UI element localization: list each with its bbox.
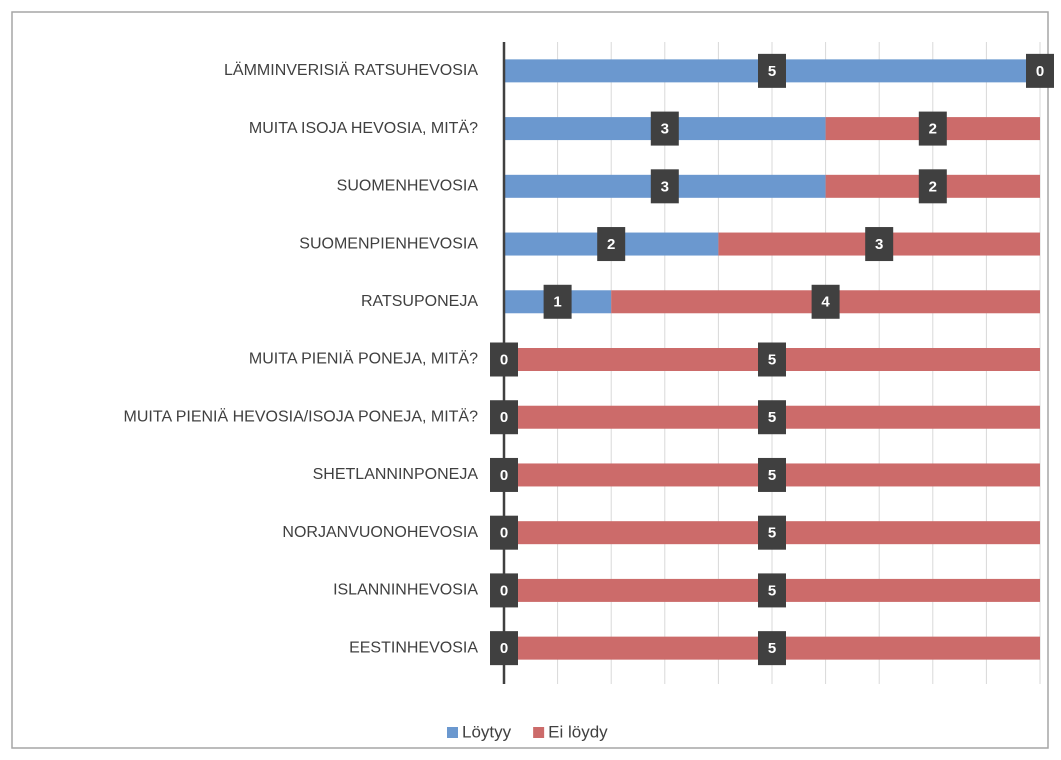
data-label-box <box>758 631 786 666</box>
data-label: 0 <box>500 409 508 426</box>
data-label: 3 <box>661 121 669 138</box>
data-label-box <box>490 573 518 608</box>
data-label-box <box>490 515 518 550</box>
data-label-box <box>650 169 679 204</box>
data-label-box <box>865 227 894 262</box>
legend-swatch <box>533 727 545 738</box>
data-label: 5 <box>768 63 776 80</box>
category-label: SHETLANNINPONEJA <box>313 466 479 483</box>
data-label: 5 <box>768 582 776 599</box>
data-label-box <box>918 169 947 204</box>
data-label-box <box>758 515 786 550</box>
data-label: 2 <box>607 236 615 253</box>
data-label-box <box>1026 53 1054 88</box>
data-label: 0 <box>1036 63 1044 80</box>
data-label-box <box>918 111 947 146</box>
data-label: 0 <box>500 525 508 542</box>
data-label-box <box>490 631 518 666</box>
data-label-box <box>650 111 679 146</box>
data-label-box <box>758 53 786 88</box>
data-label-box <box>490 342 518 377</box>
data-label: 5 <box>768 351 776 368</box>
data-label: 0 <box>500 582 508 599</box>
category-label: MUITA PIENIÄ PONEJA, MITÄ? <box>249 350 478 368</box>
data-label: 5 <box>768 525 776 542</box>
data-label: 0 <box>500 351 508 368</box>
data-label-box <box>543 284 572 319</box>
data-label-box <box>758 342 786 377</box>
data-label-box <box>758 573 786 608</box>
data-label-box <box>758 457 786 492</box>
data-label: 1 <box>553 294 561 311</box>
category-label: MUITA ISOJA HEVOSIA, MITÄ? <box>249 119 478 137</box>
data-label-box <box>490 400 518 435</box>
category-label: EESTINHEVOSIA <box>349 639 478 656</box>
category-label: SUOMENHEVOSIA <box>337 178 479 195</box>
legend-label: Löytyy <box>462 722 512 741</box>
data-label: 3 <box>661 178 669 195</box>
category-label: ISLANNINHEVOSIA <box>333 582 478 599</box>
legend-label: Ei löydy <box>548 722 608 741</box>
category-label: LÄMMINVERISIÄ RATSUHEVOSIA <box>224 61 478 79</box>
data-label: 5 <box>768 640 776 657</box>
data-label: 5 <box>768 467 776 484</box>
data-label: 2 <box>929 121 937 138</box>
legend-swatch <box>447 727 458 738</box>
data-label-box <box>597 227 626 262</box>
data-label: 5 <box>768 409 776 426</box>
data-label-box <box>758 400 786 435</box>
category-label: RATSUPONEJA <box>361 293 478 310</box>
data-label: 4 <box>821 294 830 311</box>
data-label: 0 <box>500 467 508 484</box>
data-label-box <box>490 457 518 492</box>
data-label-box <box>811 284 840 319</box>
category-label: NORJANVUONOHEVOSIA <box>282 524 478 541</box>
data-label: 3 <box>875 236 883 253</box>
data-label: 2 <box>929 178 937 195</box>
data-label: 0 <box>500 640 508 657</box>
category-label: SUOMENPIENHEVOSIA <box>299 235 478 252</box>
category-label: MUITA PIENIÄ HEVOSIA/ISOJA PONEJA, MITÄ? <box>124 407 479 425</box>
